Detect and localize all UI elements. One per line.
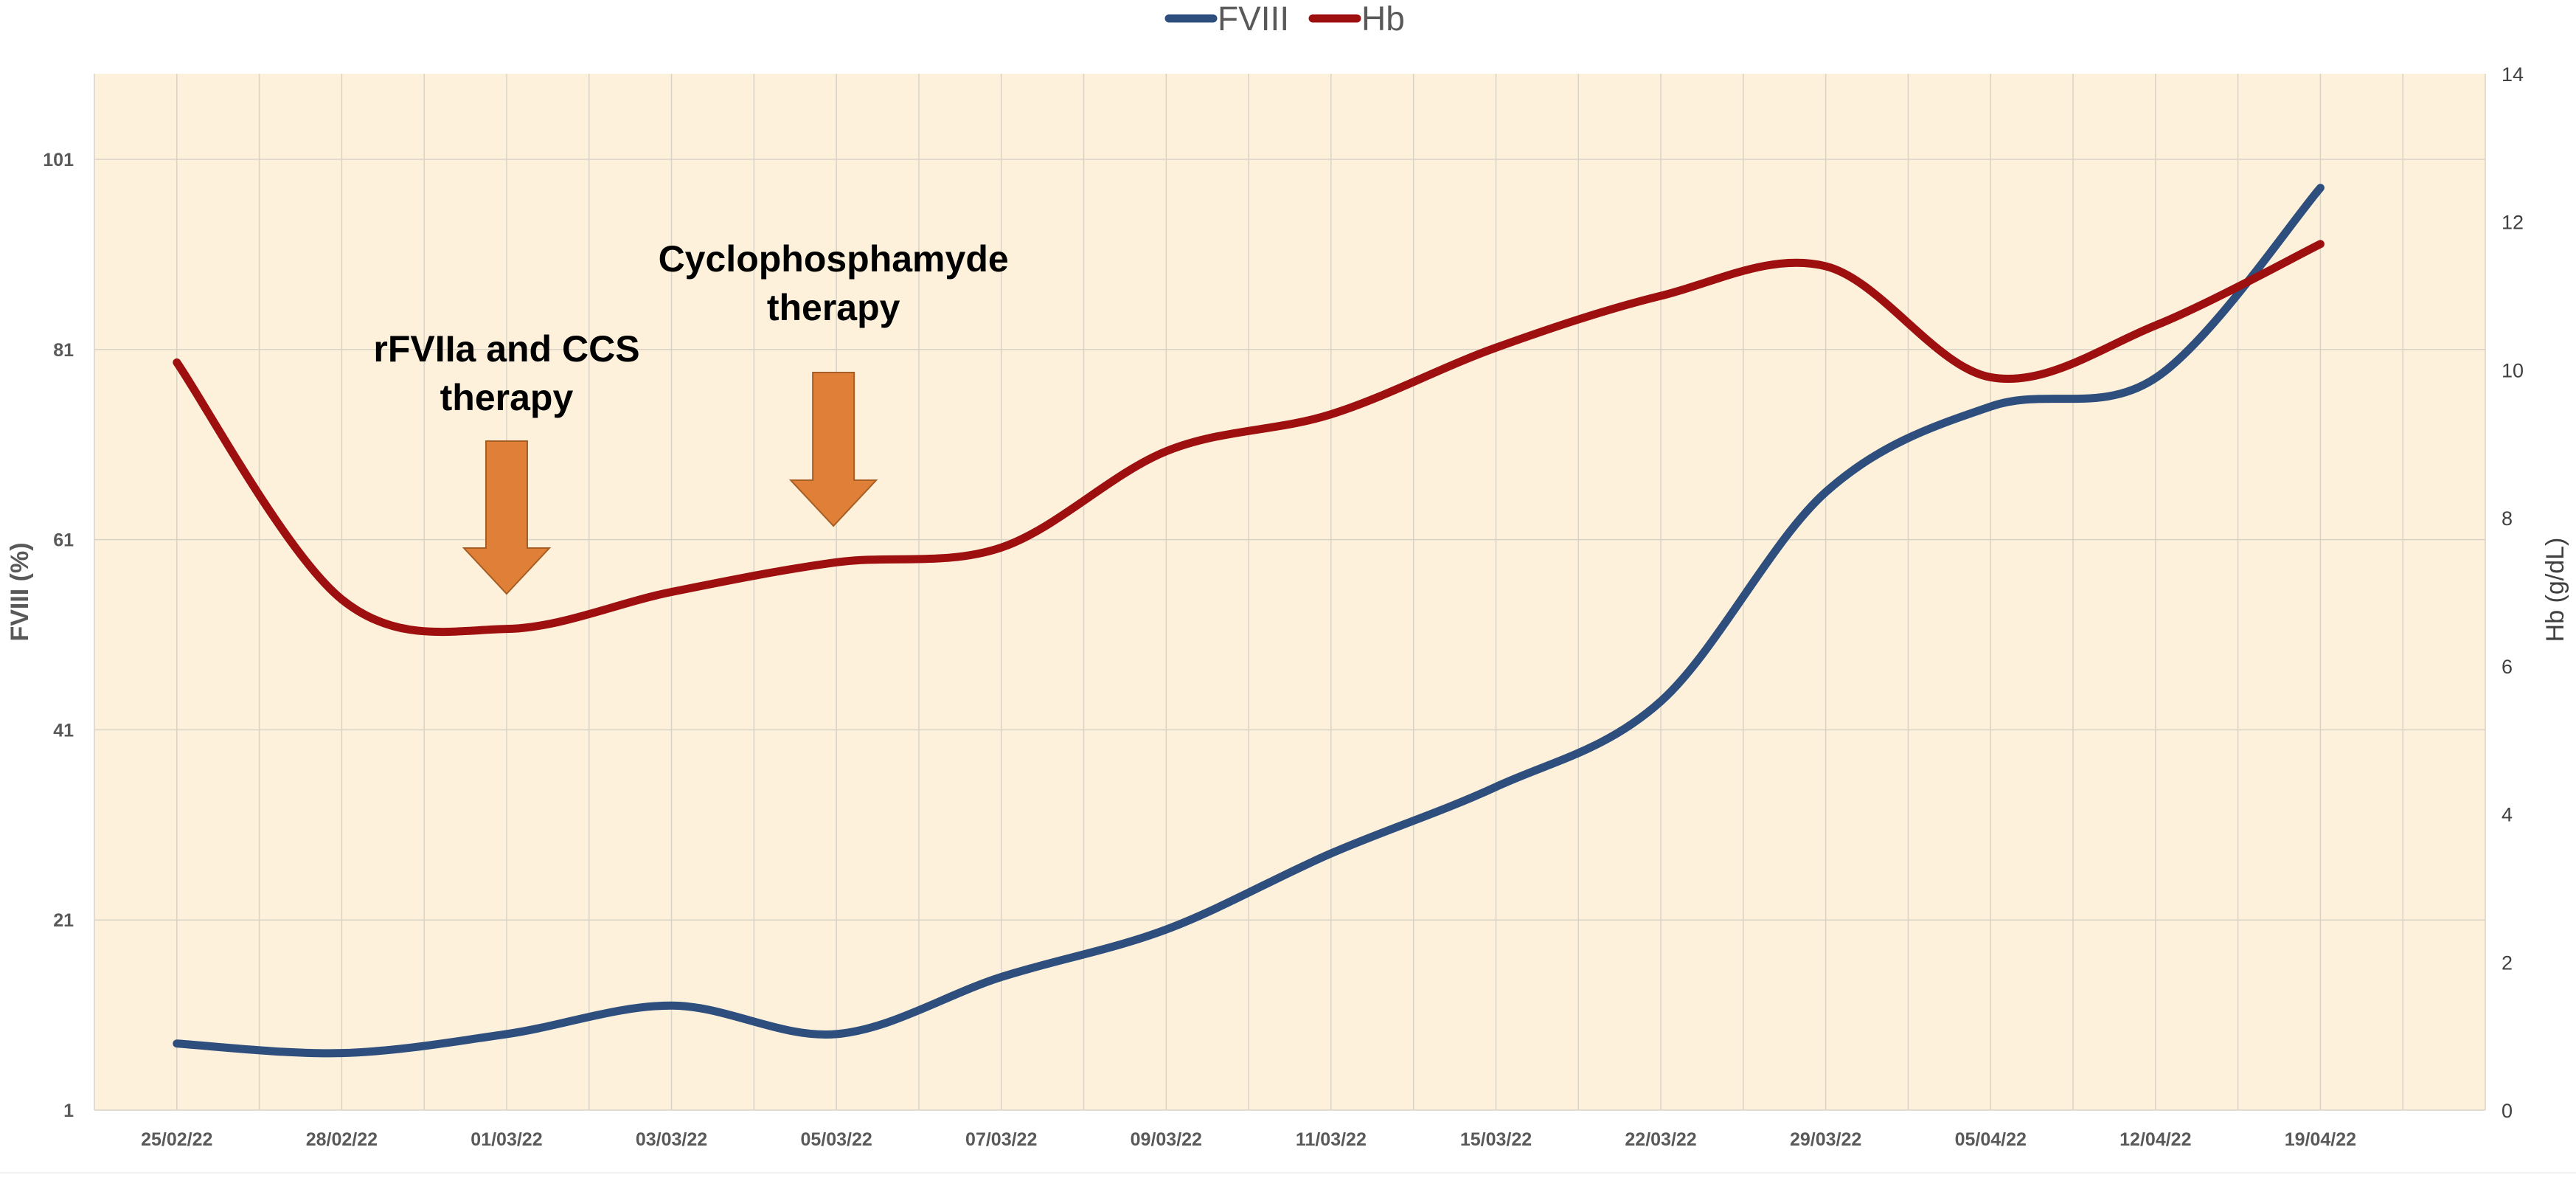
y-axis-title: FVIII (%)	[6, 542, 34, 641]
series-line-hb	[173, 240, 2325, 637]
y-tick-label: 101	[43, 150, 74, 170]
x-tick-label: 28/02/22	[306, 1129, 378, 1150]
x-tick-label: 09/03/22	[1131, 1129, 1202, 1150]
legend-label-fviii: FVIII	[1218, 0, 1289, 38]
x-tick-label: 01/03/22	[471, 1129, 542, 1150]
series-line-fviii	[173, 184, 2325, 1058]
y2-axis-title: Hb (g/dL)	[2541, 538, 2569, 642]
y2-tick-label: 14	[2502, 63, 2524, 86]
annotation-text: rFVIIa and CCS	[373, 328, 639, 370]
y-tick-label: 21	[53, 910, 74, 931]
x-tick-label: 29/03/22	[1790, 1129, 1861, 1150]
x-tick-label: 15/03/22	[1460, 1129, 1532, 1150]
y-tick-label: 41	[53, 720, 74, 741]
x-tick-label: 12/04/22	[2120, 1129, 2191, 1150]
legend-label-hb: Hb	[1361, 0, 1405, 38]
x-tick-label: 19/04/22	[2285, 1129, 2356, 1150]
y2-tick-label: 8	[2502, 507, 2513, 530]
y2-tick-label: 0	[2502, 1100, 2513, 1122]
plot-background	[94, 74, 2485, 1110]
y2-tick-label: 4	[2502, 804, 2513, 826]
y2-tick-label: 10	[2502, 359, 2524, 381]
y-tick-label: 61	[53, 530, 74, 551]
y2-tick-label: 2	[2502, 952, 2513, 974]
y2-tick-label: 6	[2502, 656, 2513, 678]
y2-tick-label: 12	[2502, 212, 2524, 234]
y-tick-label: 1	[63, 1101, 74, 1121]
y-tick-label: 81	[53, 340, 74, 361]
x-tick-label: 25/02/22	[141, 1129, 212, 1150]
x-tick-label: 22/03/22	[1625, 1129, 1696, 1150]
annotation-text: Cyclophosphamyde	[659, 238, 1009, 280]
x-tick-label: 05/04/22	[1955, 1129, 2027, 1150]
x-tick-label: 11/03/22	[1296, 1129, 1367, 1150]
x-tick-label: 07/03/22	[965, 1129, 1037, 1150]
x-tick-label: 03/03/22	[636, 1129, 707, 1150]
annotation-arrow	[788, 372, 878, 527]
x-tick-label: 05/03/22	[800, 1129, 872, 1150]
annotation-text: therapy	[440, 377, 574, 418]
annotation-text: therapy	[767, 287, 900, 328]
annotation-arrow	[462, 440, 552, 595]
